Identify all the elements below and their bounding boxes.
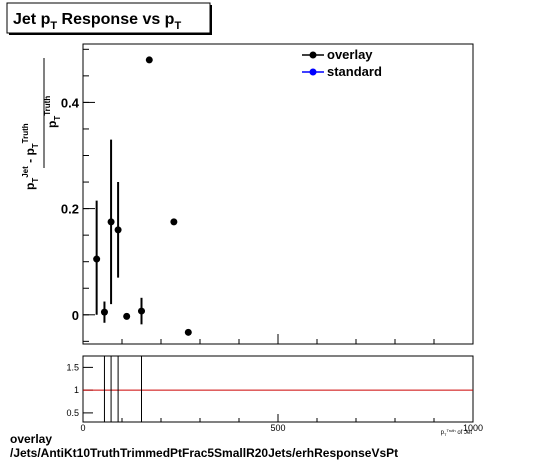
overlay-series	[93, 56, 192, 336]
y-axis-label-denominator: pTTruth	[43, 96, 62, 128]
ratio-y-tick-label: 1	[74, 385, 79, 395]
main-y-tick-label: 0.2	[61, 202, 79, 217]
ratio-x-ticks: 0 500 1000	[80, 414, 483, 433]
main-y-tick-label: 0.4	[61, 95, 80, 110]
legend-label-standard: standard	[327, 64, 382, 79]
caption-line-1: overlay	[10, 432, 53, 446]
ratio-y-tick-label: 0.5	[66, 408, 79, 418]
y-axis-label: pTJet - pTTruth	[21, 123, 40, 190]
svg-text:pTJet - pTTruth: pTJet - pTTruth	[21, 123, 40, 190]
legend: overlay standard	[302, 47, 382, 79]
overlay-data-point	[93, 255, 101, 263]
legend-entry-standard: standard	[302, 64, 382, 79]
overlay-data-point	[170, 218, 178, 226]
main-y-ticks: 0 0.2 0.4	[61, 48, 95, 342]
ratio-x-axis-label: pTTruth of Jet	[441, 428, 473, 437]
ratio-series	[83, 356, 473, 422]
caption-line-2: /Jets/AntiKt10TruthTrimmedPtFrac5SmallR2…	[10, 446, 399, 460]
ratio-x-tick-label: 0	[80, 423, 85, 433]
overlay-data-point	[138, 307, 145, 315]
overlay-data-point	[123, 312, 131, 320]
ratio-x-tick-label: 500	[270, 423, 285, 433]
overlay-data-point	[145, 56, 153, 64]
main-x-ticks	[82, 334, 474, 344]
legend-label-overlay: overlay	[327, 47, 373, 62]
ratio-y-tick-label: 1.5	[66, 362, 79, 372]
legend-entry-overlay: overlay	[302, 47, 373, 62]
ratio-x-tick-label: 1000	[463, 423, 483, 433]
main-y-tick-label: 0	[72, 308, 79, 323]
overlay-data-point	[114, 226, 122, 234]
svg-text:pTTruth: pTTruth	[43, 96, 62, 128]
chart-title: Jet pT Response vs pT	[13, 11, 181, 32]
overlay-data-point	[100, 308, 108, 316]
overlay-data-point	[184, 328, 192, 336]
title-box: Jet pT Response vs pT	[6, 2, 212, 35]
overlay-data-point	[107, 218, 115, 226]
